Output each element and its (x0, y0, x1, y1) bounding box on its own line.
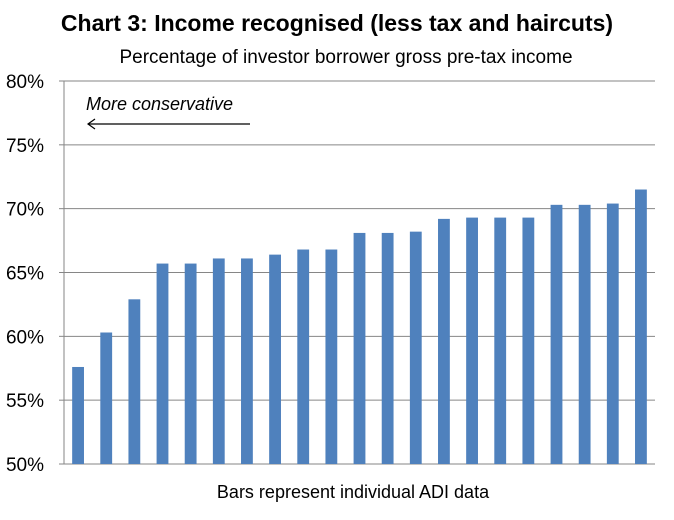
y-tick-label: 75% (6, 136, 44, 157)
y-axis-tick-labels: 50% 55% 60% 65% 70% 75% 80% (6, 72, 44, 476)
y-tick-label: 60% (6, 327, 44, 348)
bar (100, 332, 113, 464)
bar (128, 299, 141, 464)
bar (494, 217, 507, 464)
chart-title: Chart 3: Income recognised (less tax and… (61, 10, 613, 36)
y-tick-label: 80% (6, 72, 44, 93)
y-tick-label: 65% (6, 264, 44, 285)
bar (353, 232, 366, 464)
bar (522, 217, 535, 464)
bar (184, 263, 197, 464)
bar (466, 217, 478, 464)
y-tick-label: 70% (6, 200, 44, 221)
chart-subtitle: Percentage of investor borrower gross pr… (119, 47, 572, 68)
bar (212, 258, 225, 464)
bar (241, 258, 253, 464)
bar (381, 232, 394, 464)
bar (297, 249, 310, 464)
bar (72, 366, 84, 464)
annotation-text: More conservative (86, 94, 233, 114)
left-pointing-arrow (86, 118, 250, 130)
bar (325, 249, 338, 464)
bar (269, 254, 281, 464)
bar (409, 231, 422, 464)
bars (72, 189, 647, 464)
bar (550, 204, 563, 464)
y-tick-label: 55% (6, 391, 44, 412)
bar (635, 189, 647, 464)
x-axis-label: Bars represent individual ADI data (217, 482, 490, 502)
y-tick-label: 50% (6, 455, 44, 476)
bar (606, 203, 619, 464)
bar (438, 218, 450, 464)
bar (156, 263, 169, 464)
bar (578, 204, 591, 464)
